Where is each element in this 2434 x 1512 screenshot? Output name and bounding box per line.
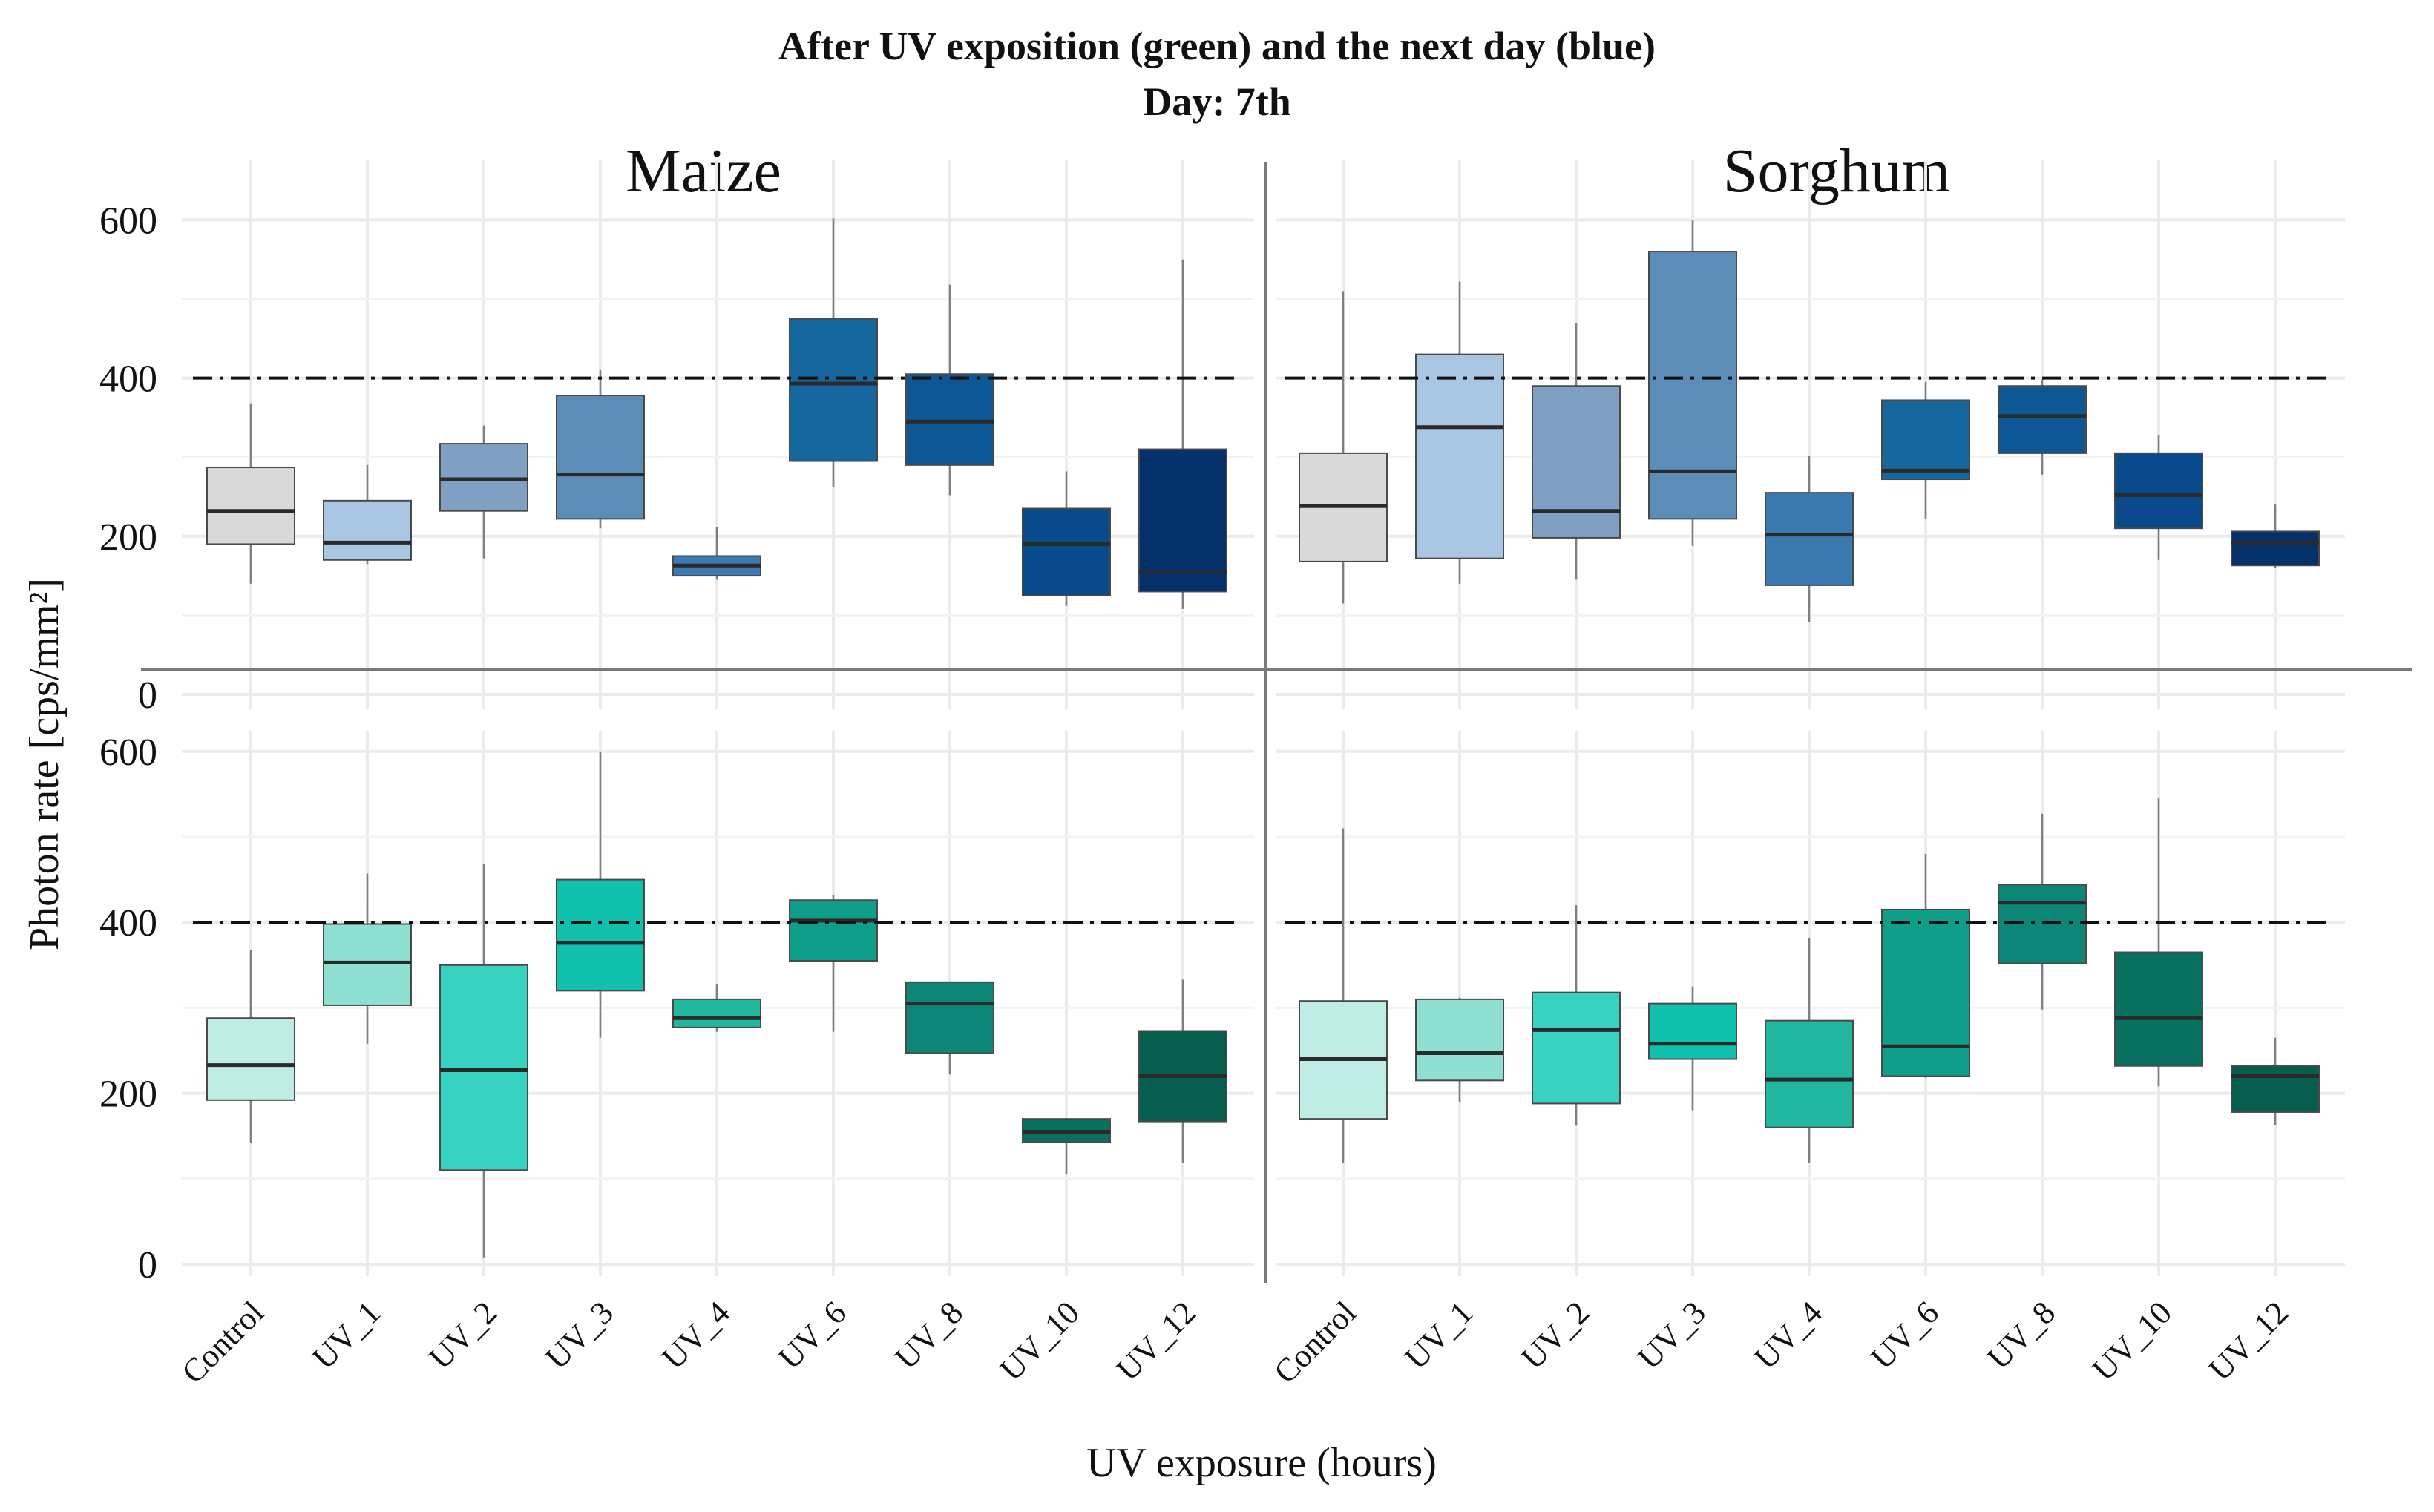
box-maize-blue-uv_6 xyxy=(789,318,878,462)
x-tick-label-sorghum: UV_4 xyxy=(1747,1294,1829,1376)
facet-label-sorghum: Sorghum xyxy=(1723,137,1951,206)
box-sorghum-blue-uv_12 xyxy=(2231,530,2320,567)
x-tick-label-sorghum: UV_6 xyxy=(1863,1294,1946,1376)
box-sorghum-green-uv_4 xyxy=(1765,1019,1854,1128)
chart-title: After UV exposition (green) and the next… xyxy=(778,24,1656,68)
box-maize-green-uv_2 xyxy=(439,964,528,1171)
x-tick-label-sorghum: UV_10 xyxy=(2085,1294,2179,1387)
x-tick-label-maize: UV_3 xyxy=(538,1294,620,1376)
box-sorghum-blue-uv_8 xyxy=(1998,385,2087,454)
x-tick-label-sorghum: UV_3 xyxy=(1630,1294,1713,1376)
box-sorghum-blue-uv_1 xyxy=(1415,353,1504,559)
box-sorghum-blue-uv_4 xyxy=(1765,492,1854,586)
x-tick-label-sorghum: Control xyxy=(1267,1294,1363,1390)
x-tick-label-maize: UV_12 xyxy=(1109,1294,1203,1387)
box-maize-blue-uv_1 xyxy=(323,499,412,561)
y-tick-label-green: 0 xyxy=(138,1244,157,1286)
x-tick-label-maize: UV_8 xyxy=(888,1294,970,1376)
box-sorghum-green-uv_1 xyxy=(1415,998,1504,1082)
box-sorghum-blue-uv_6 xyxy=(1881,399,1970,481)
x-tick-label-sorghum: UV_12 xyxy=(2202,1294,2295,1387)
box-maize-green-control xyxy=(206,1017,295,1101)
x-tick-label-sorghum: UV_2 xyxy=(1514,1294,1596,1376)
box-maize-green-uv_6 xyxy=(789,899,878,962)
box-maize-green-uv_8 xyxy=(905,981,994,1054)
box-maize-green-uv_3 xyxy=(556,878,645,992)
box-sorghum-green-uv_3 xyxy=(1648,1002,1737,1060)
x-tick-label-maize: Control xyxy=(174,1294,271,1390)
box-maize-green-uv_4 xyxy=(672,998,761,1028)
box-sorghum-green-uv_8 xyxy=(1998,884,2087,964)
x-tick-label-sorghum: UV_1 xyxy=(1397,1294,1480,1376)
y-tick-label-blue: 200 xyxy=(99,516,157,559)
y-tick-label-green: 200 xyxy=(99,1074,157,1116)
box-sorghum-blue-uv_10 xyxy=(2114,452,2203,530)
chart-subtitle: Day: 7th xyxy=(1143,79,1291,124)
y-tick-label-green: 400 xyxy=(99,902,157,944)
x-tick-label-maize: UV_1 xyxy=(305,1294,387,1376)
box-maize-green-uv_1 xyxy=(323,923,412,1006)
box-sorghum-green-uv_2 xyxy=(1532,991,1621,1105)
box-sorghum-blue-uv_3 xyxy=(1648,251,1737,520)
box-sorghum-blue-uv_2 xyxy=(1532,385,1621,539)
y-tick-label-blue: 0 xyxy=(138,674,157,717)
box-maize-blue-uv_2 xyxy=(439,443,528,512)
box-sorghum-green-uv_10 xyxy=(2114,951,2203,1067)
box-maize-blue-uv_10 xyxy=(1022,507,1111,596)
box-maize-blue-uv_8 xyxy=(905,373,994,466)
x-tick-label-maize: UV_10 xyxy=(993,1294,1086,1387)
y-axis-label: Photon rate [cps/mm²] xyxy=(22,578,68,950)
facet-label-maize: Maize xyxy=(626,137,781,206)
y-tick-label-green: 600 xyxy=(99,732,157,774)
x-tick-label-maize: UV_4 xyxy=(655,1294,737,1376)
box-maize-blue-control xyxy=(206,467,295,545)
plot-area: 0 200 400 600 0 200 400 600 Control UV_1 UV_2 UV_3 U… xyxy=(99,160,2412,1390)
box-sorghum-green-uv_6 xyxy=(1881,908,1970,1077)
y-tick-label-blue: 600 xyxy=(99,200,157,242)
x-axis-label: UV exposure (hours) xyxy=(1086,1440,1437,1486)
x-tick-label-maize: UV_6 xyxy=(771,1294,853,1376)
x-tick-label-maize: UV_2 xyxy=(421,1294,504,1376)
x-tick-label-sorghum: UV_8 xyxy=(1980,1294,2062,1376)
box-sorghum-green-uv_12 xyxy=(2231,1065,2320,1113)
box-maize-blue-uv_3 xyxy=(556,395,645,520)
box-maize-blue-uv_12 xyxy=(1138,448,1227,593)
y-tick-label-blue: 400 xyxy=(99,358,157,401)
